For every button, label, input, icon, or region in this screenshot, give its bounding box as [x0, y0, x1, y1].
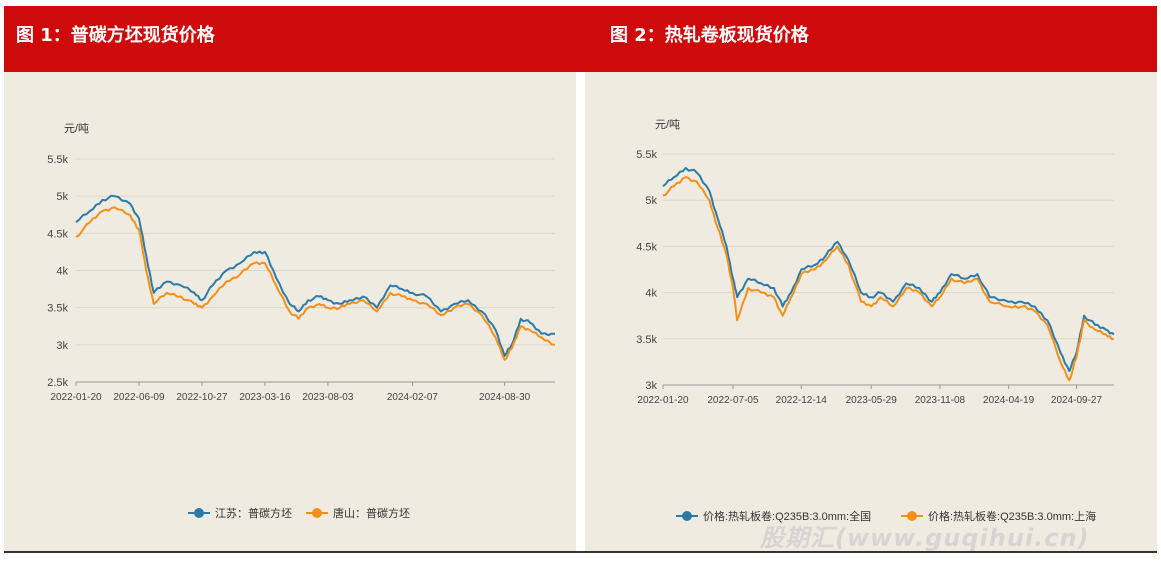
report-header-bar: [4, 6, 1157, 72]
y-tick-label: 3.5k: [47, 303, 68, 315]
legend-label: 江苏：普碳方坯: [215, 506, 292, 520]
x-tick-label: 2024-09-27: [1051, 395, 1103, 406]
legend-item[interactable]: 价格:热轧板卷:Q235B:3.0mm:全国: [676, 509, 871, 523]
series-line-2: [662, 176, 1115, 382]
series-line-2: [75, 206, 556, 361]
bottom-divider: [4, 551, 1157, 553]
legend-item[interactable]: 价格:热轧板卷:Q235B:3.0mm:上海: [901, 509, 1096, 523]
x-tick-label: 2023-11-08: [915, 395, 966, 406]
y-tick-label: 4.5k: [47, 228, 68, 240]
x-tick-label: 2023-05-29: [846, 395, 898, 406]
x-tick-label: 2022-06-09: [113, 392, 165, 403]
y-axis-unit-label: 元/吨: [655, 118, 680, 131]
y-tick-label: 4.5k: [636, 241, 657, 253]
x-tick-label: 2023-08-03: [302, 392, 354, 403]
x-tick-label: 2022-07-05: [707, 395, 759, 406]
chart-2-panel: 元/吨 5.5k 5k 4.5k 4k 3.5k 3k 2022-01-20 2022-07-0…: [585, 72, 1157, 551]
chart-2-plot: 元/吨 5.5k 5k 4.5k 4k 3.5k 3k 2022-01-20 2022-07-0…: [636, 118, 1115, 523]
y-tick-label: 3.5k: [636, 334, 657, 346]
y-tick-label: 4k: [56, 266, 68, 278]
x-tick-label: 2022-10-27: [176, 392, 228, 403]
legend-item[interactable]: 唐山：普碳方坯: [306, 506, 410, 520]
y-tick-label: 3k: [56, 340, 68, 352]
legend-marker: [312, 508, 322, 518]
x-tick-label: 2024-04-19: [983, 395, 1035, 406]
legend-label: 价格:热轧板卷:Q235B:3.0mm:全国: [703, 509, 871, 523]
y-tick-label: 4k: [645, 288, 657, 300]
legend-label: 价格:热轧板卷:Q235B:3.0mm:上海: [928, 509, 1096, 523]
y-tick-label: 5.5k: [636, 149, 657, 161]
x-tick-label: 2024-02-07: [387, 392, 439, 403]
x-tick-label: 2022-01-20: [637, 395, 689, 406]
chart-1-plot: 元/吨 5.5k 5k 4.5k 4k 3.5k 3k 2.5k 2022-01-20 2022-…: [47, 122, 556, 520]
legend-marker: [682, 511, 692, 521]
x-tick-label: 2024-08-30: [479, 392, 531, 403]
watermark-text: 股期汇(www.guqihui.cn): [760, 524, 1090, 552]
legend-marker: [907, 511, 917, 521]
y-tick-label: 3k: [645, 380, 657, 392]
legend-marker: [194, 508, 204, 518]
chart-1-panel: 元/吨 5.5k 5k 4.5k 4k 3.5k 3k 2.5k 2022-01-20 2022-…: [4, 72, 576, 551]
x-tick-label: 2022-01-20: [50, 392, 102, 403]
chart-1-title: 图 1：普碳方坯现货价格: [16, 25, 215, 46]
legend-item[interactable]: 江苏：普碳方坯: [188, 506, 292, 520]
y-tick-label: 2.5k: [47, 377, 68, 389]
y-tick-label: 5k: [56, 191, 68, 203]
chart-2-title: 图 2：热轧卷板现货价格: [610, 25, 809, 46]
x-tick-label: 2023-03-16: [239, 392, 291, 403]
y-tick-label: 5k: [645, 195, 657, 207]
series-line-1: [662, 166, 1115, 373]
y-tick-label: 5.5k: [47, 154, 68, 166]
legend-label: 唐山：普碳方坯: [333, 506, 410, 520]
y-axis-unit-label: 元/吨: [64, 122, 89, 135]
series-line-1: [75, 194, 555, 357]
x-tick-label: 2022-12-14: [776, 395, 828, 406]
